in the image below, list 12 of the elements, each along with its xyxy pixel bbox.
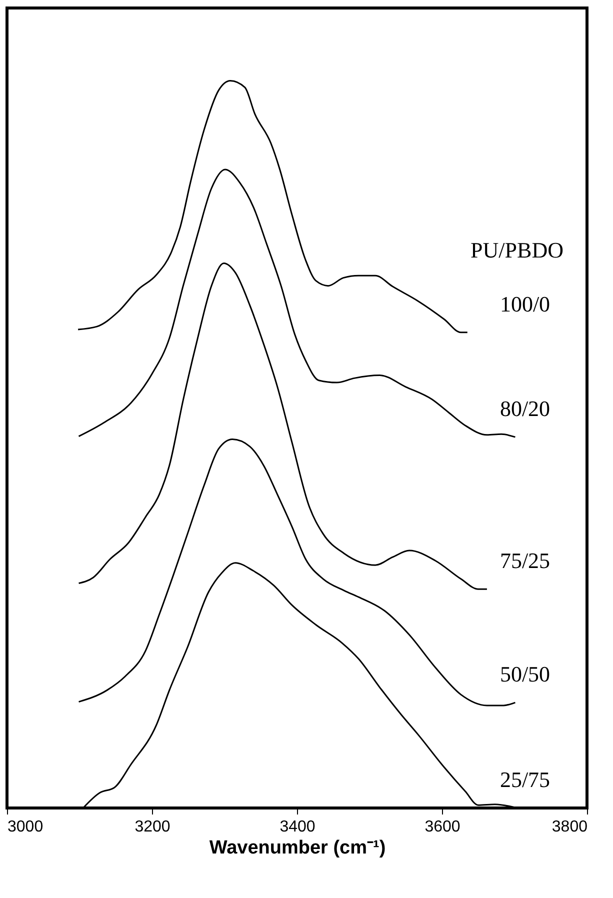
- series-label: 100/0: [500, 291, 550, 316]
- x-tick-label: 3000: [8, 818, 44, 836]
- series-label: 80/20: [500, 396, 550, 422]
- x-tick-label: 3800: [552, 818, 588, 836]
- x-tick-label: 3400: [280, 818, 316, 836]
- series-label: 75/25: [500, 548, 550, 574]
- x-axis-title: Wavenumber (cm⁻¹): [209, 838, 386, 858]
- legend-title: PU/PBDO: [470, 237, 564, 262]
- x-tick-label: 3200: [134, 818, 170, 836]
- x-tick-label: 3600: [424, 818, 460, 836]
- series-label: 50/50: [500, 662, 550, 687]
- series-label: 25/75: [500, 767, 550, 792]
